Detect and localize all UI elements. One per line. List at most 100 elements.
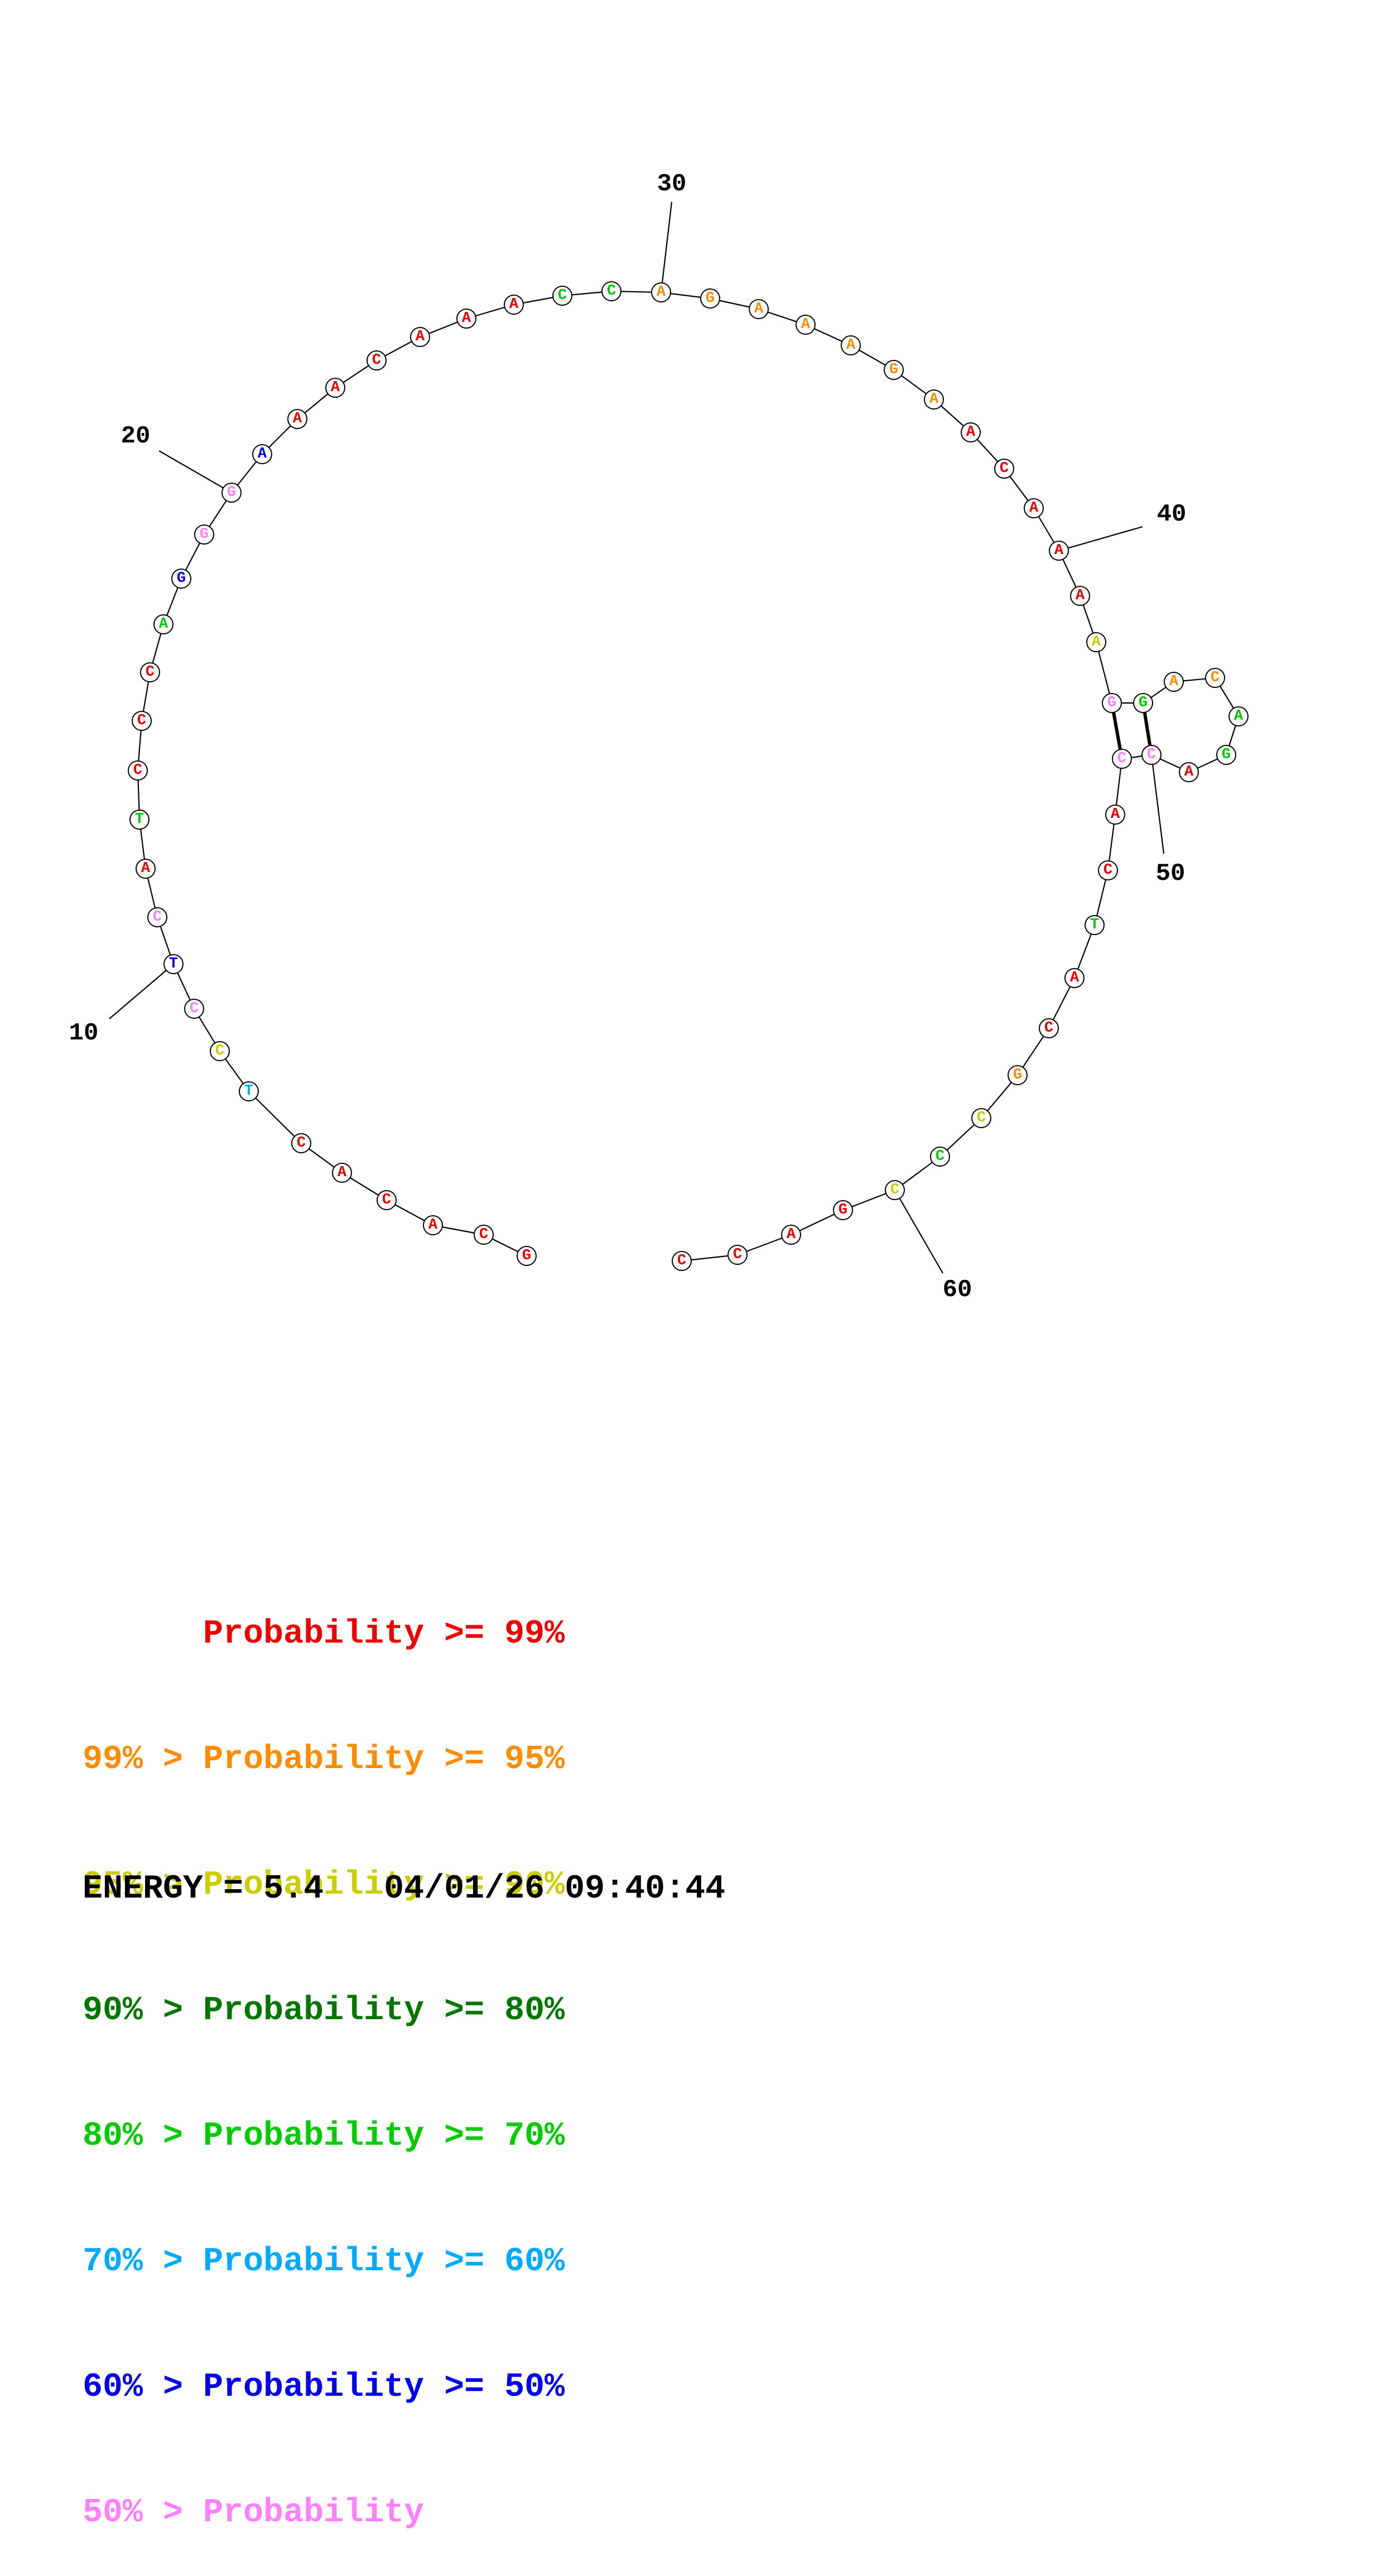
- nucleotide-base: A: [462, 310, 471, 327]
- legend-row: 60% > Probability >= 50%: [83, 2368, 565, 2406]
- nucleotide-circle: [1228, 706, 1249, 726]
- nucleotide-circle: [924, 389, 944, 410]
- nucleotide-base: C: [558, 287, 567, 304]
- nucleotide-circle: [1049, 541, 1069, 561]
- nucleotide-base: G: [1139, 695, 1148, 711]
- nucleotide-circle: [410, 327, 430, 347]
- nucleotide-circle: [1133, 693, 1153, 713]
- nucleotide-circle: [552, 286, 572, 306]
- nucleotide-circle: [841, 335, 861, 355]
- nucleotide-base: G: [177, 570, 186, 587]
- position-label: 40: [1157, 500, 1187, 528]
- nucleotide-base: G: [1107, 695, 1116, 711]
- nucleotide-base: A: [141, 860, 151, 877]
- nucleotide-base: G: [522, 1248, 531, 1264]
- probability-legend: Probability >= 99% 99% > Probability >= …: [83, 1530, 565, 2576]
- nucleotide-circle: [325, 378, 345, 398]
- nucleotide-circle: [1008, 1065, 1028, 1085]
- nucleotide-circle: [930, 1147, 950, 1167]
- nucleotide-base: T: [1090, 917, 1099, 933]
- nucleotide-base: C: [479, 1226, 488, 1243]
- nucleotide-base: C: [1117, 750, 1126, 767]
- nucleotide-base: C: [607, 283, 616, 300]
- nucleotide-circle: [994, 459, 1014, 479]
- nucleotide-circle: [474, 1225, 494, 1245]
- nucleotide-circle: [239, 1081, 259, 1101]
- nucleotide-base: C: [936, 1148, 945, 1165]
- nucleotide-circle: [332, 1163, 352, 1183]
- nucleotide-circle: [194, 524, 214, 545]
- nucleotide-base: A: [159, 616, 168, 633]
- nucleotide-base: C: [1000, 460, 1009, 477]
- nucleotide-base: A: [293, 411, 302, 427]
- nucleotide-circle: [749, 299, 769, 319]
- nucleotide-circle: [456, 309, 476, 329]
- position-label: 10: [69, 1019, 99, 1047]
- nucleotide-circle: [885, 1180, 905, 1200]
- nucleotide-base: A: [657, 284, 666, 301]
- nucleotide-base: C: [372, 352, 381, 369]
- position-label: 60: [943, 1276, 972, 1304]
- nucleotide-base: A: [846, 337, 856, 354]
- nucleotide-base: C: [733, 1246, 742, 1263]
- nucleotide-base: G: [889, 362, 898, 378]
- nucleotide-circle: [1085, 915, 1105, 935]
- label-leader-line: [158, 450, 232, 493]
- nucleotide-circle: [1098, 860, 1118, 880]
- nucleotide-base: C: [153, 909, 162, 926]
- nucleotide-circle: [291, 1133, 311, 1153]
- nucleotide-circle: [129, 810, 150, 830]
- nucleotide-base: A: [258, 446, 267, 463]
- nucleotide-circle: [884, 360, 904, 380]
- nucleotide-circle: [1039, 1018, 1059, 1038]
- structure-plot: G C A C A C T C C T C A T C C C A G G G A A A C A A A C C A G A A A G A A C A A…: [69, 170, 1249, 1304]
- legend-row: 70% > Probability >= 60%: [83, 2243, 565, 2281]
- legend-row: 90% > Probability >= 80%: [83, 1992, 565, 2030]
- nucleotide-circle: [781, 1225, 801, 1245]
- position-label: 50: [1156, 860, 1186, 888]
- nucleotide-circle: [1112, 749, 1132, 769]
- nucleotide-base: G: [200, 526, 209, 543]
- nucleotide-circle: [1105, 805, 1125, 825]
- nucleotide-base: T: [135, 811, 144, 828]
- plot-page: { "plot": { "circle_radius": 17, "colors…: [69, 170, 1249, 2532]
- nucleotide-base: C: [190, 1000, 199, 1017]
- nucleotide-circle: [132, 711, 152, 731]
- nucleotide-base: A: [754, 301, 764, 317]
- nucleotide-base: A: [929, 391, 939, 408]
- nucleotide-base: A: [1184, 764, 1194, 781]
- nucleotide-base: A: [416, 329, 425, 345]
- legend-row: 95% > Probability >= 90%: [83, 1866, 565, 1904]
- nucleotide-circle: [136, 859, 156, 879]
- nucleotide-circle: [367, 350, 387, 370]
- nucleotide-circle: [517, 1246, 537, 1266]
- nucleotide-circle: [377, 1190, 397, 1210]
- nucleotide-circle: [147, 907, 167, 927]
- nucleotide-base: G: [1013, 1067, 1022, 1084]
- nucleotide-circle: [504, 295, 524, 315]
- nucleotide-circle: [796, 315, 816, 335]
- nucleotide-circle: [601, 281, 621, 301]
- legend-row: 99% > Probability >= 95%: [83, 1741, 565, 1779]
- position-label: 30: [657, 170, 687, 198]
- nucleotide-circle: [423, 1215, 443, 1235]
- nucleotide-base: A: [1092, 634, 1101, 651]
- nucleotide-circle: [140, 662, 160, 682]
- nucleotide-base: A: [509, 296, 519, 313]
- nucleotide-base: A: [428, 1217, 438, 1234]
- nucleotide-circle: [700, 288, 720, 309]
- nucleotide-circle: [210, 1041, 230, 1061]
- nucleotide-circle: [1205, 668, 1225, 688]
- nucleotide-base: C: [133, 762, 142, 779]
- nucleotide-base: A: [1029, 500, 1039, 517]
- nucleotide-base: G: [1222, 747, 1231, 763]
- nucleotide-base: A: [338, 1164, 347, 1181]
- label-leader-line: [1058, 526, 1143, 552]
- nucleotide-circle: [833, 1200, 853, 1220]
- nucleotide-base: C: [215, 1043, 224, 1060]
- label-leader-line: [894, 1190, 943, 1274]
- nucleotide-base: C: [1103, 862, 1112, 879]
- nucleotide-circle: [128, 760, 148, 781]
- nucleotide-circle: [961, 422, 981, 442]
- nucleotide-base: C: [977, 1110, 986, 1126]
